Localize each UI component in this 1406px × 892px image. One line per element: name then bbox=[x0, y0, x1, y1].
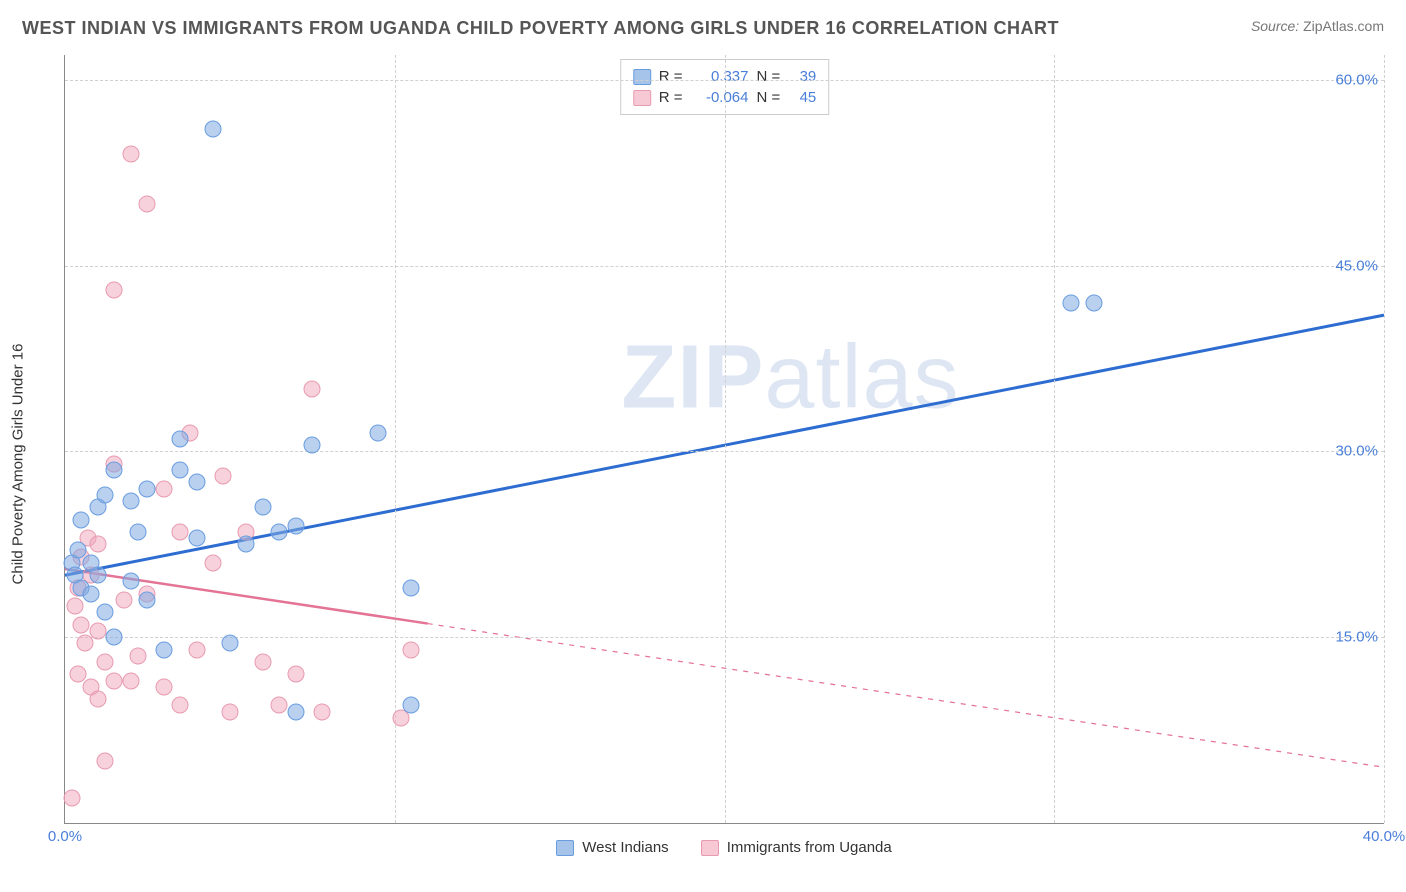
data-point-pink bbox=[76, 635, 93, 652]
data-point-blue bbox=[96, 486, 113, 503]
data-point-blue bbox=[221, 635, 238, 652]
data-point-pink bbox=[129, 647, 146, 664]
data-point-blue bbox=[129, 523, 146, 540]
data-point-blue bbox=[96, 604, 113, 621]
data-point-pink bbox=[106, 672, 123, 689]
data-point-blue bbox=[73, 511, 90, 528]
data-point-pink bbox=[122, 146, 139, 163]
data-point-blue bbox=[89, 567, 106, 584]
data-point-pink bbox=[314, 703, 331, 720]
gridline-v bbox=[1054, 55, 1055, 823]
data-point-blue bbox=[1085, 294, 1102, 311]
y-tick-label: 60.0% bbox=[1335, 71, 1378, 88]
source-attribution: Source: ZipAtlas.com bbox=[1251, 18, 1384, 34]
gridline-v bbox=[725, 55, 726, 823]
data-point-pink bbox=[89, 691, 106, 708]
data-point-pink bbox=[73, 616, 90, 633]
chart-title: WEST INDIAN VS IMMIGRANTS FROM UGANDA CH… bbox=[22, 18, 1059, 39]
y-tick-label: 15.0% bbox=[1335, 629, 1378, 646]
data-point-pink bbox=[89, 623, 106, 640]
swatch-blue-icon bbox=[556, 840, 574, 856]
y-tick-label: 30.0% bbox=[1335, 443, 1378, 460]
data-point-blue bbox=[172, 431, 189, 448]
data-point-blue bbox=[188, 474, 205, 491]
data-point-blue bbox=[205, 121, 222, 138]
r-label: R = bbox=[659, 89, 683, 106]
plot-area: ZIPatlas R = 0.337 N = 39 R = -0.064 N =… bbox=[64, 55, 1384, 824]
data-point-blue bbox=[304, 437, 321, 454]
data-point-blue bbox=[139, 592, 156, 609]
data-point-blue bbox=[403, 697, 420, 714]
data-point-pink bbox=[271, 697, 288, 714]
data-point-blue bbox=[139, 480, 156, 497]
data-point-pink bbox=[215, 468, 232, 485]
r-label: R = bbox=[659, 68, 683, 85]
data-point-pink bbox=[155, 480, 172, 497]
data-point-blue bbox=[1062, 294, 1079, 311]
legend-label-pink: Immigrants from Uganda bbox=[727, 839, 892, 856]
data-point-pink bbox=[172, 523, 189, 540]
source-value: ZipAtlas.com bbox=[1303, 18, 1384, 34]
chart-header: WEST INDIAN VS IMMIGRANTS FROM UGANDA CH… bbox=[0, 0, 1406, 39]
data-point-blue bbox=[271, 523, 288, 540]
data-point-blue bbox=[254, 499, 271, 516]
r-value-blue: 0.337 bbox=[691, 68, 749, 85]
data-point-pink bbox=[172, 697, 189, 714]
legend-label-blue: West Indians bbox=[582, 839, 668, 856]
data-point-pink bbox=[155, 678, 172, 695]
n-label: N = bbox=[757, 68, 781, 85]
data-point-blue bbox=[172, 461, 189, 478]
data-point-pink bbox=[304, 381, 321, 398]
n-value-pink: 45 bbox=[788, 89, 816, 106]
data-point-pink bbox=[89, 536, 106, 553]
data-point-pink bbox=[254, 653, 271, 670]
data-point-blue bbox=[287, 703, 304, 720]
chart-container: Child Poverty Among Girls Under 16 ZIPat… bbox=[50, 55, 1384, 872]
gridline-v bbox=[395, 55, 396, 823]
data-point-blue bbox=[122, 492, 139, 509]
y-axis-label: Child Poverty Among Girls Under 16 bbox=[10, 343, 27, 584]
data-point-pink bbox=[96, 753, 113, 770]
data-point-pink bbox=[63, 790, 80, 807]
y-tick-label: 45.0% bbox=[1335, 257, 1378, 274]
data-point-pink bbox=[403, 641, 420, 658]
r-value-pink: -0.064 bbox=[691, 89, 749, 106]
data-point-pink bbox=[116, 592, 133, 609]
legend-item-pink: Immigrants from Uganda bbox=[701, 839, 892, 856]
data-point-pink bbox=[66, 598, 83, 615]
data-point-pink bbox=[205, 554, 222, 571]
gridline-v bbox=[1384, 55, 1385, 823]
data-point-blue bbox=[155, 641, 172, 658]
trend-line-pink-extrapolated bbox=[428, 624, 1384, 768]
data-point-blue bbox=[188, 530, 205, 547]
data-point-pink bbox=[96, 653, 113, 670]
data-point-blue bbox=[83, 585, 100, 602]
data-point-blue bbox=[370, 424, 387, 441]
data-point-blue bbox=[106, 461, 123, 478]
n-label: N = bbox=[757, 89, 781, 106]
data-point-blue bbox=[238, 536, 255, 553]
data-point-pink bbox=[122, 672, 139, 689]
n-value-blue: 39 bbox=[788, 68, 816, 85]
data-point-pink bbox=[139, 195, 156, 212]
swatch-pink-icon bbox=[633, 90, 651, 106]
data-point-blue bbox=[403, 579, 420, 596]
data-point-pink bbox=[188, 641, 205, 658]
legend-item-blue: West Indians bbox=[556, 839, 668, 856]
swatch-pink-icon bbox=[701, 840, 719, 856]
data-point-blue bbox=[122, 573, 139, 590]
swatch-blue-icon bbox=[633, 69, 651, 85]
data-point-pink bbox=[287, 666, 304, 683]
source-label: Source: bbox=[1251, 18, 1299, 34]
data-point-blue bbox=[106, 629, 123, 646]
data-point-pink bbox=[221, 703, 238, 720]
data-point-pink bbox=[106, 282, 123, 299]
data-point-blue bbox=[287, 517, 304, 534]
series-legend: West Indians Immigrants from Uganda bbox=[64, 839, 1384, 856]
